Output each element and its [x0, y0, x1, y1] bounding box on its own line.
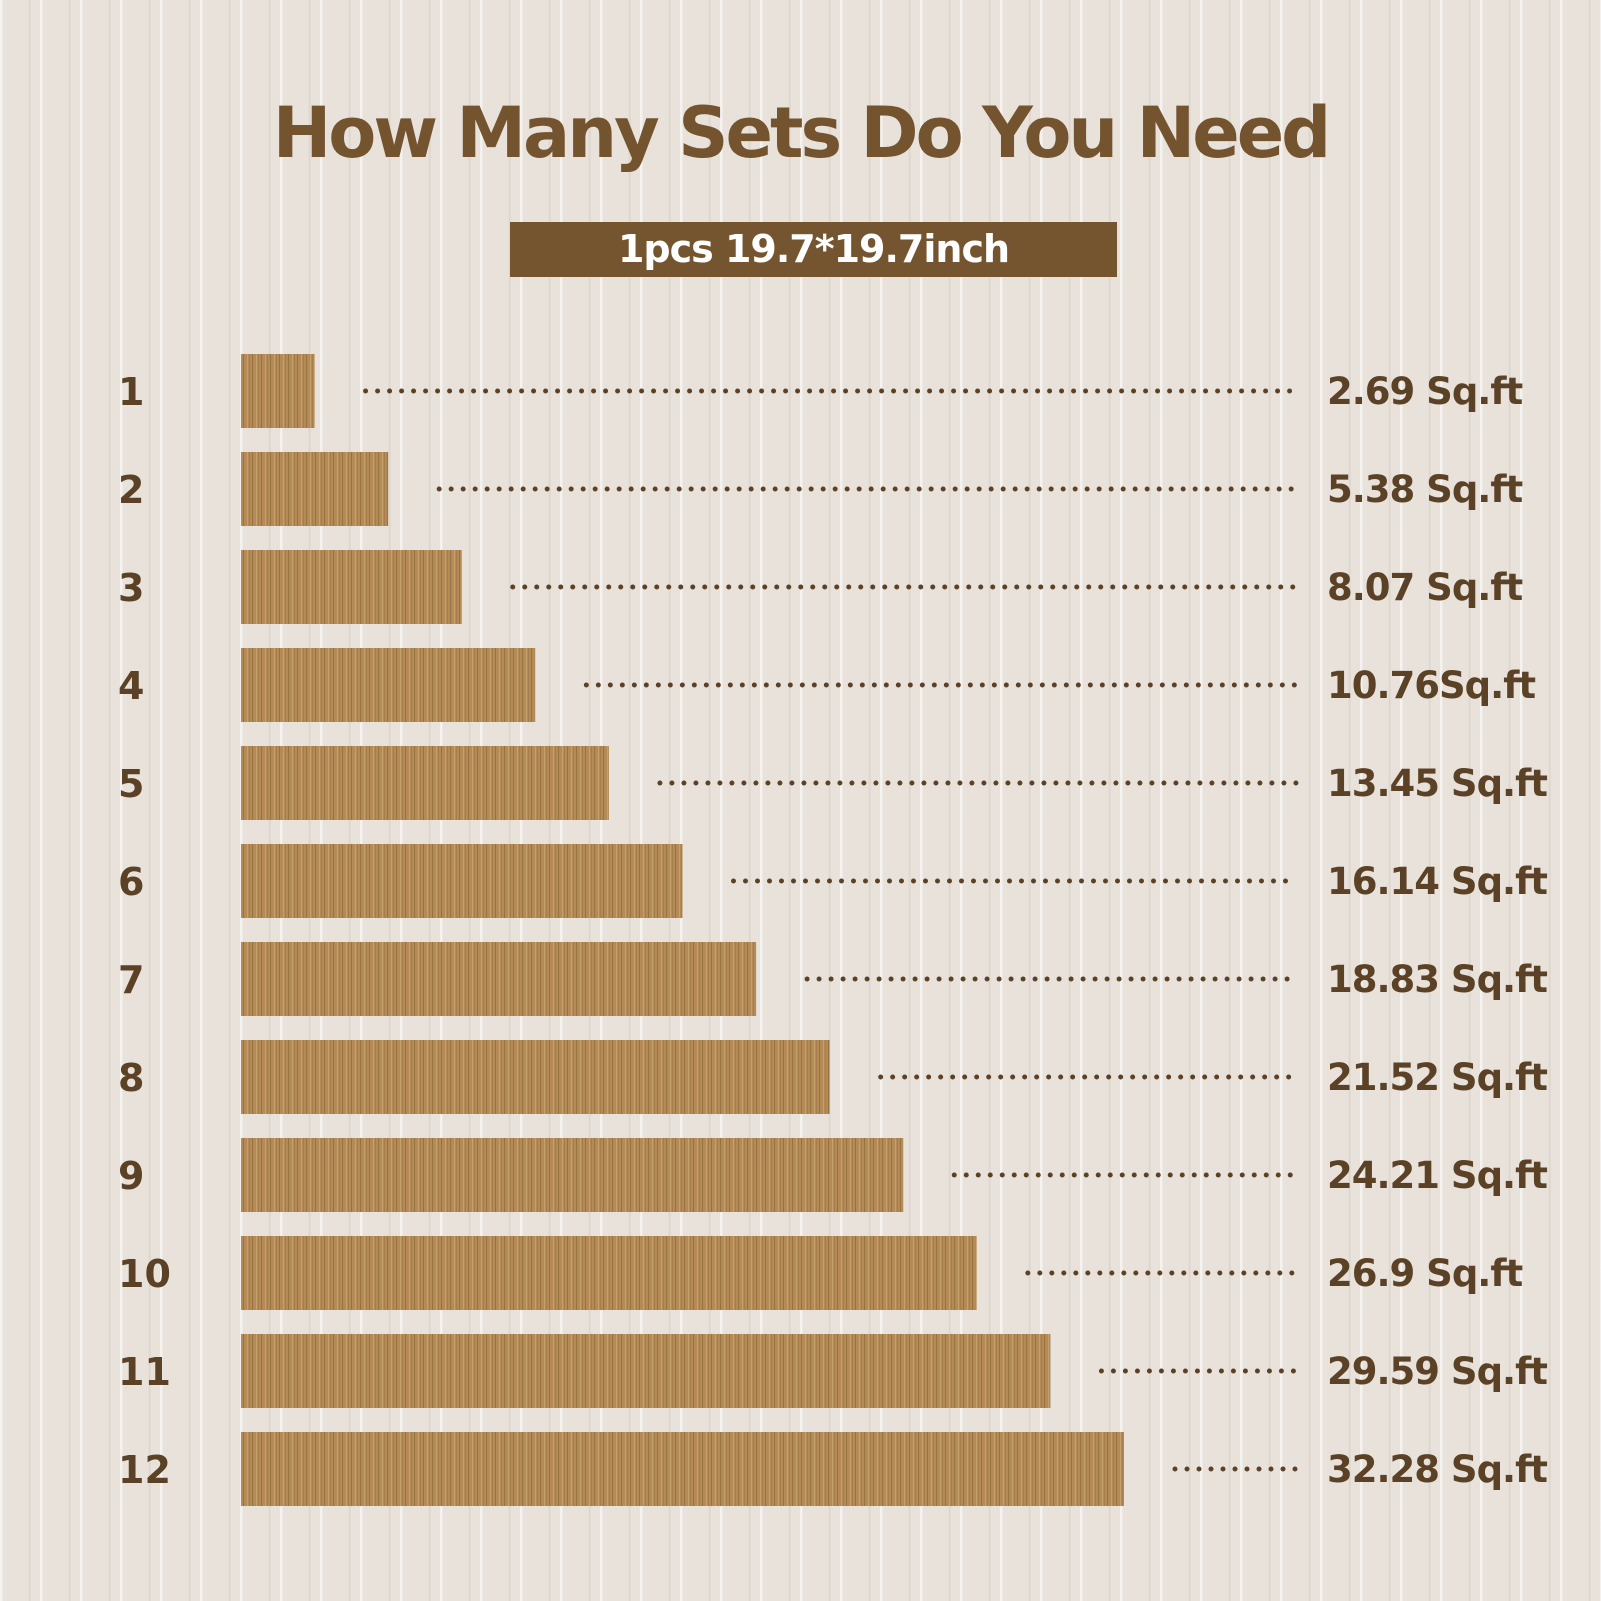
- panel-bar: [241, 746, 609, 820]
- set-count-label: 9: [118, 1154, 144, 1198]
- set-count-label: 12: [118, 1448, 171, 1492]
- panel-bar: [241, 550, 462, 624]
- area-value-label: 16.14 Sq.ft: [1327, 860, 1547, 903]
- set-count-label: 1: [118, 370, 144, 414]
- panel-bar: [241, 1432, 1124, 1506]
- set-count-label: 7: [118, 958, 144, 1002]
- panel-bar: [241, 844, 683, 918]
- area-value-label: 2.69 Sq.ft: [1327, 370, 1522, 413]
- area-value-label: 5.38 Sq.ft: [1327, 468, 1522, 511]
- set-count-label: 4: [118, 664, 144, 708]
- area-value-label: 24.21 Sq.ft: [1327, 1154, 1547, 1197]
- set-count-label: 6: [118, 860, 144, 904]
- area-value-label: 10.76Sq.ft: [1327, 664, 1535, 707]
- panel-bar: [241, 452, 389, 526]
- area-value-label: 29.59 Sq.ft: [1327, 1350, 1547, 1393]
- set-count-label: 11: [118, 1350, 171, 1394]
- tile-size-banner: 1pcs 19.7*19.7inch: [510, 222, 1117, 277]
- set-count-label: 5: [118, 762, 144, 806]
- area-value-label: 8.07 Sq.ft: [1327, 566, 1522, 609]
- panel-bar: [241, 354, 315, 428]
- panel-bar: [241, 1138, 904, 1212]
- panel-bar: [241, 1040, 830, 1114]
- area-value-label: 13.45 Sq.ft: [1327, 762, 1547, 805]
- chart-title: How Many Sets Do You Need: [272, 92, 1332, 174]
- panel-bar: [241, 1334, 1051, 1408]
- panel-bar: [241, 1236, 977, 1310]
- area-value-label: 21.52 Sq.ft: [1327, 1056, 1547, 1099]
- panel-bar: [241, 942, 757, 1016]
- area-value-label: 26.9 Sq.ft: [1327, 1252, 1522, 1295]
- set-count-label: 2: [118, 468, 144, 512]
- set-count-label: 3: [118, 566, 144, 610]
- area-value-label: 32.28 Sq.ft: [1327, 1448, 1547, 1491]
- panel-bar: [241, 648, 536, 722]
- set-count-label: 8: [118, 1056, 144, 1100]
- set-count-label: 10: [118, 1252, 171, 1296]
- area-value-label: 18.83 Sq.ft: [1327, 958, 1547, 1001]
